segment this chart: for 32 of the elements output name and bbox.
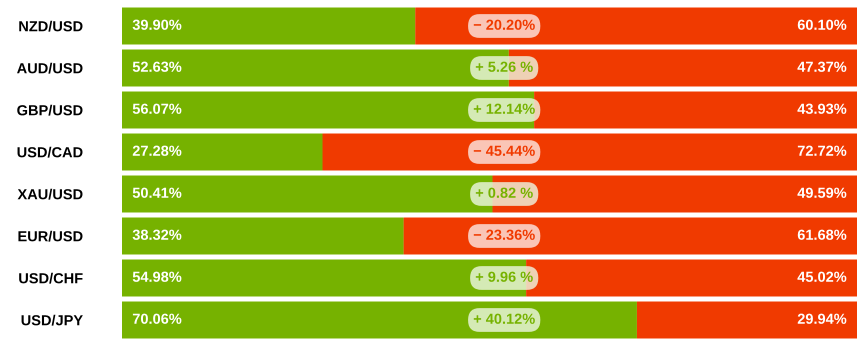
y-tick-label: AUD/USD xyxy=(17,62,82,74)
data-label: 47.37% xyxy=(797,62,846,72)
data-label: 54.98% xyxy=(132,272,182,282)
data-label: 70.06% xyxy=(132,314,182,324)
data-label: 50.41% xyxy=(132,188,182,198)
annotation: − 23.36% xyxy=(474,230,535,240)
data-label: 29.94% xyxy=(798,314,846,324)
data-label: 49.59% xyxy=(797,188,846,198)
annotation: + 40.12% xyxy=(474,314,535,324)
data-label: 56.07% xyxy=(132,104,182,114)
data-label: 39.90% xyxy=(132,20,182,30)
data-label: 38.32% xyxy=(132,230,182,240)
data-label: 72.72% xyxy=(798,146,846,156)
data-label: 45.02% xyxy=(797,272,846,282)
annotation: − 45.44% xyxy=(474,146,535,156)
data-label: 61.68% xyxy=(798,230,846,240)
data-label: 60.10% xyxy=(798,20,846,30)
y-tick-label: USD/CHF xyxy=(19,272,83,284)
annotation: + 12.14% xyxy=(474,104,535,114)
y-tick-label: USD/CAD xyxy=(18,146,82,158)
annotation: − 20.20% xyxy=(474,20,535,30)
y-tick-label: USD/JPY xyxy=(22,314,83,326)
y-tick-label: XAU/USD xyxy=(18,188,82,200)
annotation: + 9.96 % xyxy=(476,272,533,282)
y-tick-label: NZD/USD xyxy=(19,20,82,32)
annotation: + 5.26 % xyxy=(476,62,533,72)
y-tick-label: EUR/USD xyxy=(18,230,82,242)
data-label: 27.28% xyxy=(132,146,182,156)
data-label: 52.63% xyxy=(132,62,182,72)
y-tick-label: GBP/USD xyxy=(17,104,82,116)
annotation: + 0.82 % xyxy=(476,188,533,198)
data-label: 43.93% xyxy=(797,104,846,114)
